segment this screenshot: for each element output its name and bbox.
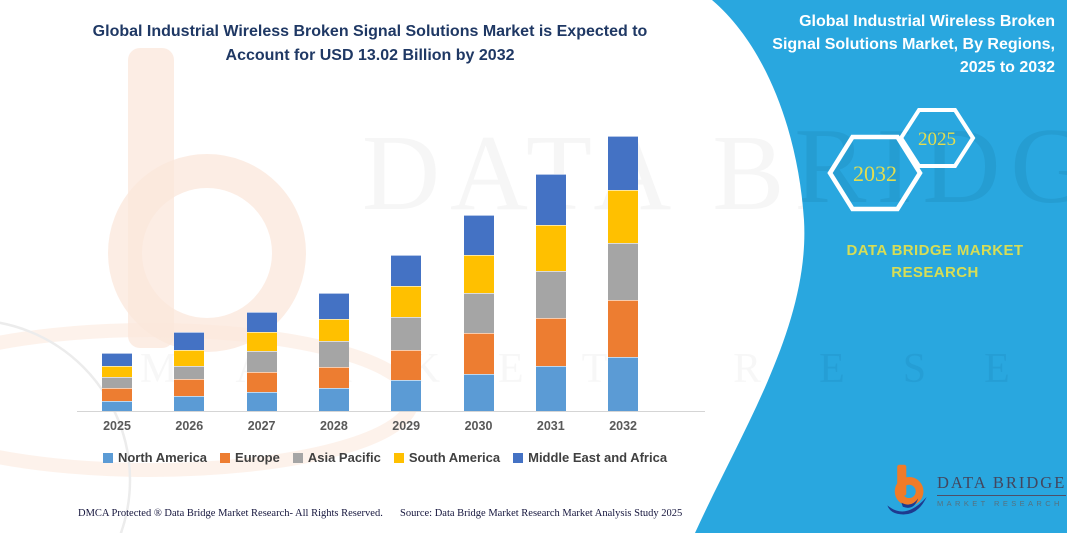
footer-source: Source: Data Bridge Market Research Mark…	[400, 508, 683, 519]
bar-segment-north-america	[102, 400, 132, 412]
logo-name: DATA BRIDGE	[937, 473, 1067, 496]
bar-segment-asia-pacific	[318, 341, 349, 367]
legend-label: North America	[117, 450, 208, 465]
bar-segment-europe	[318, 366, 349, 389]
panel-title: Global Industrial Wireless Broken Signal…	[705, 10, 1055, 79]
legend-label: Europe	[235, 450, 280, 465]
legend-item-asia-pacific: Asia Pacific	[292, 450, 381, 465]
bar-segment-north-america	[174, 396, 205, 412]
bar-segment-middle-east-and-africa	[246, 311, 277, 332]
bar-segment-south-america	[535, 224, 566, 272]
bar-segment-asia-pacific	[463, 292, 494, 333]
legend-swatch-icon	[513, 452, 524, 463]
bar-segment-south-america	[246, 331, 277, 351]
bar-segment-asia-pacific	[102, 377, 132, 389]
bar-segment-asia-pacific	[608, 243, 639, 301]
bar-segment-south-america	[463, 254, 494, 293]
footer-copyright: DMCA Protected ® Data Bridge Market Rese…	[78, 508, 383, 519]
company-logo: DATA BRIDGE MARKET RESEARCH	[886, 462, 1067, 518]
chart-legend: North America Europe Asia Pacific South Ame…	[55, 450, 715, 465]
bar-2032	[608, 136, 639, 412]
bar-segment-middle-east-and-africa	[102, 353, 132, 366]
bar-segment-middle-east-and-africa	[391, 254, 422, 286]
legend-swatch-icon	[102, 452, 113, 463]
legend-item-europe: Europe	[220, 450, 280, 465]
bar-segment-north-america	[318, 388, 349, 412]
bar-segment-europe	[608, 300, 639, 357]
bar-2031	[535, 173, 566, 412]
panel-title-line2: Signal Solutions Market, By Regions,	[772, 36, 1055, 53]
brand-name-line2: RESEARCH	[891, 264, 979, 281]
bar-segment-south-america	[102, 365, 132, 378]
x-tick-2026: 2026	[175, 419, 204, 433]
bar-segment-north-america	[463, 374, 494, 412]
bar-segment-south-america	[318, 318, 349, 342]
bar-segment-middle-east-and-africa	[463, 215, 494, 255]
bar-segment-europe	[535, 318, 566, 366]
chart-plot	[85, 125, 705, 412]
bar-segment-middle-east-and-africa	[318, 293, 349, 319]
bar-segment-north-america	[608, 356, 639, 412]
chart-title: Global Industrial Wireless Broken Signal…	[40, 20, 700, 68]
legend-swatch-icon	[292, 452, 303, 463]
bar-segment-middle-east-and-africa	[535, 173, 566, 225]
legend-item-south-america: South America	[393, 450, 501, 465]
legend-swatch-icon	[393, 452, 404, 463]
bar-segment-south-america	[608, 189, 639, 244]
bar-segment-middle-east-and-africa	[174, 332, 205, 350]
brand-name-line1: DATA BRIDGE MARKET	[846, 242, 1024, 259]
x-axis-line	[77, 411, 705, 412]
x-axis-ticks: 2025 2026 2027 2028 2029 2030 2031 2032	[85, 419, 705, 437]
bar-segment-south-america	[391, 285, 422, 318]
x-tick-2029: 2029	[392, 419, 421, 433]
x-tick-2032: 2032	[609, 419, 637, 433]
bar-segment-north-america	[535, 365, 566, 412]
x-tick-2025: 2025	[103, 419, 131, 433]
chart-title-line2: Account for USD 13.02 Billion by 2032	[225, 47, 515, 64]
bar-2026	[174, 332, 205, 412]
panel-title-line1: Global Industrial Wireless Broken	[799, 13, 1055, 30]
bar-segment-north-america	[246, 392, 277, 412]
legend-label: Middle East and Africa	[528, 450, 668, 465]
hexagon-2032	[827, 134, 923, 212]
hexagon-2025	[898, 108, 976, 168]
x-tick-2031: 2031	[536, 419, 565, 433]
bar-segment-asia-pacific	[391, 317, 422, 350]
year-hexagons: 2032 2025	[827, 108, 976, 212]
hexagon-2025-label: 2025	[918, 129, 956, 150]
bar-segment-middle-east-and-africa	[608, 136, 639, 190]
x-tick-2030: 2030	[464, 419, 493, 433]
brand-name-text: DATA BRIDGE MARKET RESEARCH	[805, 240, 1065, 284]
bar-segment-europe	[391, 349, 422, 380]
bar-segment-asia-pacific	[174, 365, 205, 379]
legend-label: South America	[408, 450, 501, 465]
hexagon-2032-label: 2032	[853, 161, 897, 186]
bar-segment-europe	[102, 388, 132, 401]
logo-subtitle: MARKET RESEARCH	[937, 498, 1063, 508]
bar-2029	[391, 254, 422, 412]
bar-segment-europe	[174, 378, 205, 397]
bar-segment-europe	[463, 332, 494, 375]
legend-swatch-icon	[220, 452, 231, 463]
bar-2028	[318, 293, 349, 412]
panel-title-line3: 2025 to 2032	[959, 59, 1055, 76]
bar-segment-asia-pacific	[535, 271, 566, 319]
chart-title-line1: Global Industrial Wireless Broken Signal…	[92, 23, 648, 40]
bar-2030	[463, 215, 494, 412]
bar-segment-asia-pacific	[246, 350, 277, 372]
bar-segment-north-america	[391, 380, 422, 412]
legend-item-middle-east-and-africa: Middle East and Africa	[513, 450, 667, 465]
x-tick-2028: 2028	[319, 419, 348, 433]
bar-2025	[102, 353, 132, 412]
logo-mark-icon	[887, 464, 927, 515]
bar-segment-south-america	[174, 349, 205, 366]
legend-label: Asia Pacific	[307, 450, 381, 465]
legend-item-north-america: North America	[102, 450, 208, 465]
bar-2027	[246, 311, 277, 412]
x-tick-2027: 2027	[247, 419, 276, 433]
bar-segment-europe	[246, 371, 277, 393]
